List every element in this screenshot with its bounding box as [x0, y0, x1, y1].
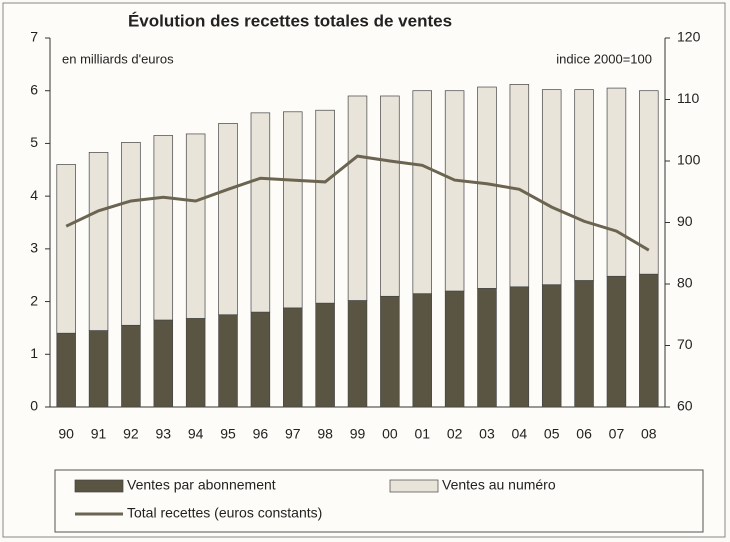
x-tick-label: 06	[576, 426, 592, 442]
y2-tick-label: 80	[677, 275, 693, 291]
x-tick-label: 07	[609, 426, 625, 442]
x-tick-label: 04	[512, 426, 528, 442]
x-tick-label: 08	[641, 426, 657, 442]
y-tick-label: 2	[30, 292, 38, 308]
line	[65, 154, 650, 252]
annotation: en milliards d'euros	[62, 51, 174, 66]
bar-segment	[283, 307, 303, 408]
x-tick-label: 94	[188, 426, 204, 442]
y-tick-label: 5	[30, 134, 38, 150]
annotation: indice 2000=100	[556, 51, 652, 66]
legend-swatch	[389, 479, 439, 493]
x-tick-label: 95	[220, 426, 236, 442]
bar-segment	[56, 332, 76, 408]
bar-segment	[412, 90, 432, 295]
x-tick-label: 03	[479, 426, 495, 442]
bar-segment	[606, 87, 627, 277]
chart-title: Évolution des recettes totales de ventes	[128, 11, 452, 30]
y-tick-label: 1	[30, 345, 38, 361]
y-tick-label: 3	[30, 240, 38, 256]
bar-segment	[412, 293, 432, 408]
bar-segment	[380, 95, 400, 297]
bar-segment	[283, 111, 303, 309]
x-tick-label: 96	[253, 426, 269, 442]
bar-segment	[218, 123, 238, 316]
legend-label: Ventes par abonnement	[127, 477, 276, 493]
bar-segment	[541, 284, 562, 408]
legend-label: Total recettes (euros constants)	[127, 505, 322, 521]
bar-segment	[185, 318, 206, 408]
bar-segment	[347, 95, 368, 301]
legend-label: Ventes au numéro	[442, 477, 556, 493]
legend-box	[54, 469, 704, 533]
legend-swatch	[74, 479, 124, 493]
y2-tick-label: 70	[677, 336, 693, 352]
bar-segment	[574, 280, 594, 408]
bar-segment	[315, 109, 335, 304]
y-tick-label: 0	[30, 398, 38, 414]
bar-segment	[88, 152, 109, 331]
x-tick-label: 01	[414, 426, 430, 442]
y2-tick-label: 100	[677, 152, 701, 168]
bar-segment	[347, 300, 368, 408]
x-tick-label: 93	[156, 426, 172, 442]
bar-segment	[121, 142, 141, 326]
bar-segment	[477, 288, 497, 408]
bar-segment	[606, 275, 627, 408]
x-tick-label: 90	[58, 426, 74, 442]
bar-segment	[509, 84, 530, 288]
y2-tick-label: 90	[677, 213, 693, 229]
bar-segment	[250, 112, 271, 313]
x-tick-label: 91	[91, 426, 107, 442]
y-tick-label: 7	[30, 29, 38, 45]
bar-segment	[639, 273, 659, 408]
bar-segment	[121, 324, 141, 408]
y-tick-label: 6	[30, 81, 38, 97]
y2-tick-label: 60	[677, 398, 693, 414]
bar-segment	[218, 314, 238, 408]
bar-segment	[477, 86, 497, 289]
bar-segment	[444, 90, 465, 292]
y2-tick-label: 120	[677, 29, 701, 45]
bar-segment	[88, 330, 109, 408]
x-tick-label: 92	[123, 426, 139, 442]
bar-segment	[574, 89, 594, 281]
bar-segment	[541, 89, 562, 286]
bar-segment	[380, 295, 400, 408]
bar-segment	[56, 164, 76, 334]
bar-segment	[639, 90, 659, 275]
x-tick-label: 97	[285, 426, 301, 442]
bar-segment	[153, 135, 174, 321]
y-tick-label: 4	[30, 187, 38, 203]
bar-segment	[153, 319, 174, 408]
x-tick-label: 00	[382, 426, 398, 442]
x-tick-label: 99	[350, 426, 366, 442]
bar-segment	[315, 302, 335, 408]
bar-segment	[185, 133, 206, 319]
x-tick-label: 05	[544, 426, 560, 442]
bar-segment	[250, 311, 271, 408]
y2-tick-label: 110	[677, 90, 700, 106]
bar-segment	[509, 286, 530, 408]
x-tick-label: 02	[447, 426, 463, 442]
x-tick-label: 98	[317, 426, 333, 442]
bar-segment	[444, 290, 465, 408]
